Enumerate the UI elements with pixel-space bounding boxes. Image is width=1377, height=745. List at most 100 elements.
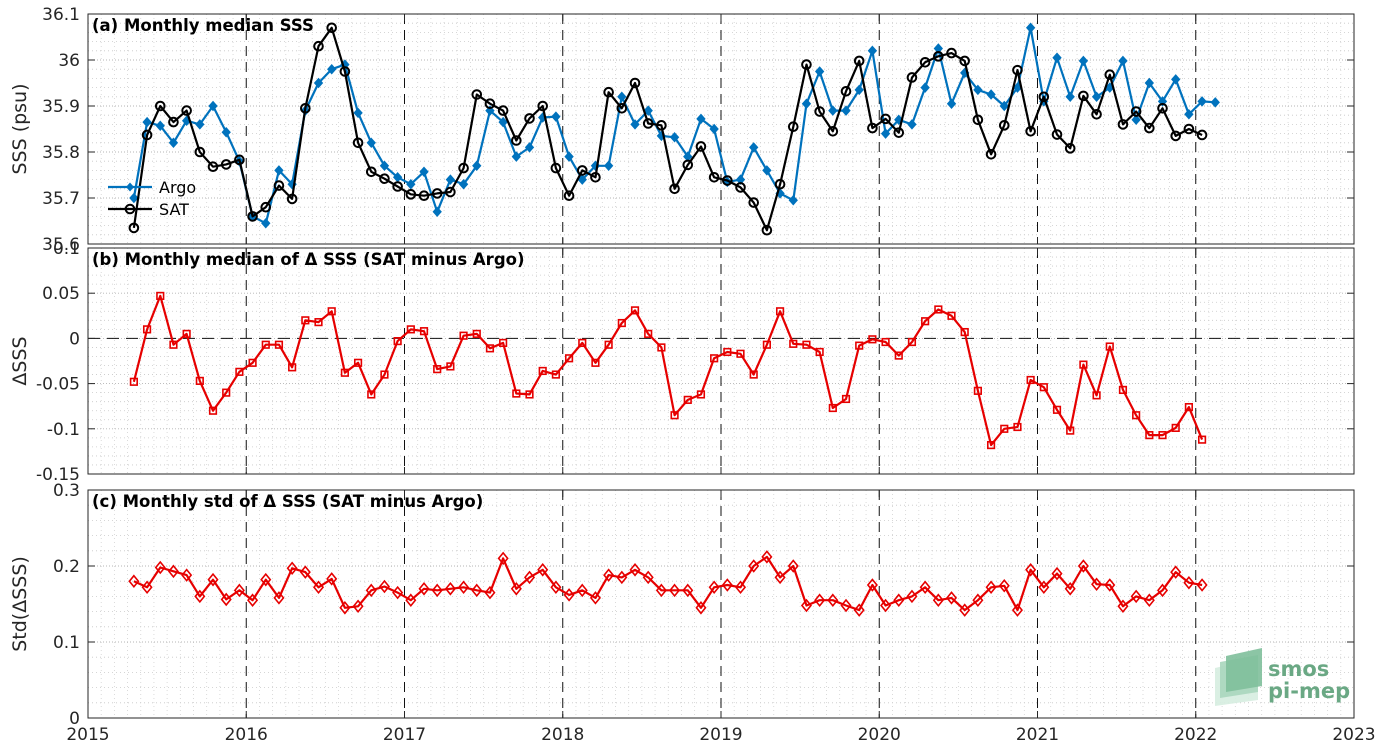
data-point [973,386,982,395]
data-point [1025,126,1036,137]
data-point [959,603,971,617]
data-point [604,340,613,349]
data-point [327,63,337,75]
data-point [194,146,206,158]
data-point [141,129,153,141]
data-point [787,559,799,573]
series-line [133,555,1203,612]
data-point [365,583,377,598]
data-point [642,570,654,585]
data-point [696,390,706,399]
data-point [814,66,825,77]
data-point [788,195,798,206]
y-tick-label: 0 [69,329,80,349]
data-point [1171,423,1180,432]
data-point [669,132,680,143]
data-point [855,341,864,350]
data-point [380,370,389,379]
data-point [591,358,600,367]
data-point [1013,422,1022,432]
data-point [775,307,785,316]
data-point [446,362,455,371]
data-point [154,560,166,575]
data-point [181,105,192,116]
y-axis-label: Std(ΔSSS) [9,556,31,652]
data-point [1144,77,1154,89]
data-point [234,154,245,166]
data-point [695,601,707,615]
panel-title: (b) Monthly median of Δ SSS (SAT minus A… [92,250,525,269]
data-point [959,55,971,67]
data-point [524,142,535,153]
data-point [286,561,298,576]
data-point [1117,119,1129,130]
data-point [458,178,469,190]
logo-line2: pi-mep [1268,679,1350,703]
data-point [339,601,351,615]
data-point [998,120,1010,131]
data-point [1184,403,1193,412]
data-point [564,151,574,162]
data-point [801,59,812,70]
data-point [497,105,509,116]
legend-label: SAT [159,200,189,219]
data-point [710,354,719,363]
x-tick-label: 2020 [858,725,901,745]
legend-label: Argo [159,178,196,197]
data-point [406,325,415,334]
x-tick-label: 2022 [1174,725,1217,745]
data-point [168,116,179,128]
x-tick-label: 2019 [699,725,742,745]
data-point [1079,360,1088,369]
data-point [761,550,773,564]
data-point [510,582,522,596]
data-point [934,305,943,314]
data-point [327,307,336,316]
y-tick-label: 0.3 [53,481,80,501]
data-point [472,329,481,338]
data-point [207,572,219,587]
data-point [1104,69,1116,81]
data-point [220,592,232,607]
data-point [471,89,483,100]
data-point [497,551,509,566]
data-point [603,86,614,98]
data-point [1130,589,1142,604]
data-point [762,165,772,176]
data-point [1078,55,1089,67]
data-point [683,395,692,404]
data-point [1143,593,1155,607]
data-point [998,578,1010,593]
data-point [392,181,403,192]
data-point [576,165,588,176]
data-point [340,368,349,377]
data-point [352,137,364,149]
data-point [589,591,601,605]
data-point [867,122,878,134]
data-point [578,338,587,348]
data-point [972,593,984,607]
data-point [708,580,720,595]
data-point [657,343,666,352]
data-point [1157,103,1168,114]
panel-title: (c) Monthly std of Δ SSS (SAT minus Argo… [92,492,483,511]
data-point [789,339,798,348]
data-point [538,366,547,376]
data-point [1091,577,1103,592]
data-point [155,120,165,132]
data-point [129,192,139,204]
data-point [907,337,917,347]
data-point [893,593,905,607]
data-point [485,344,495,353]
data-point [828,403,837,413]
data-point [945,591,958,605]
data-point [921,317,930,326]
data-point [499,338,508,348]
data-point [154,100,166,112]
data-point [1066,426,1075,435]
data-point [920,82,930,93]
data-point [1132,411,1141,420]
data-point [419,166,429,178]
data-point [960,327,969,337]
data-point [827,126,839,137]
